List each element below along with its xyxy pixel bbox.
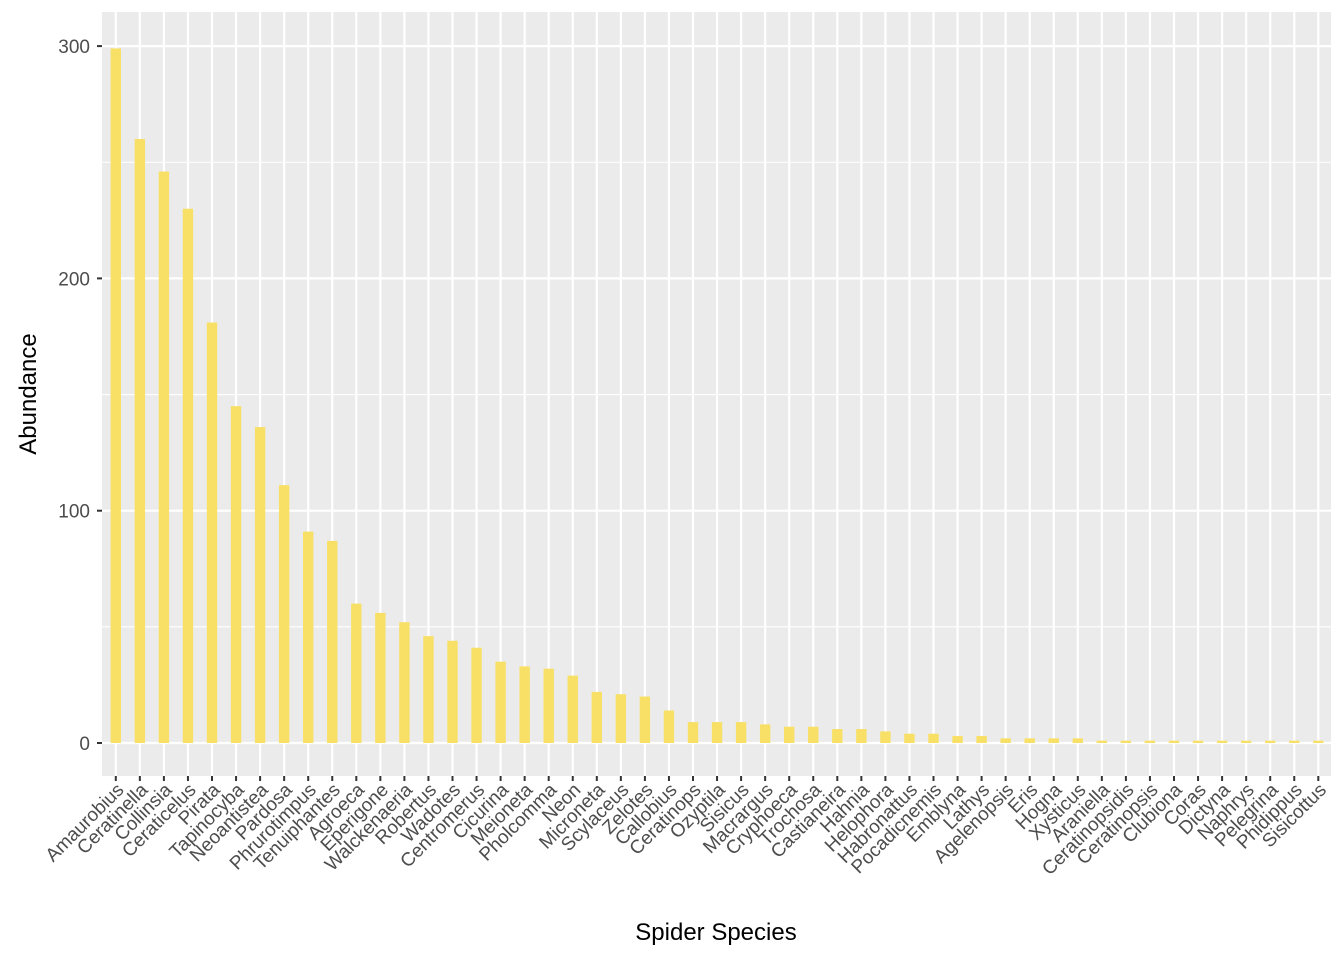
- bar-scylaceus: [615, 694, 627, 743]
- bar-naphrys: [1240, 740, 1252, 743]
- bar-eperigone: [375, 612, 386, 743]
- bar-araniella: [1096, 740, 1108, 743]
- y-axis-title: Abundance: [15, 333, 42, 454]
- bar-zelotes: [639, 696, 651, 743]
- bar-clubiona: [1168, 740, 1180, 743]
- bar-ceratinella: [134, 139, 146, 743]
- bar-robertus: [423, 636, 434, 743]
- x-axis-title: Spider Species: [635, 919, 796, 946]
- bar-collinsia: [158, 171, 170, 744]
- bar-sisicottus: [1313, 740, 1324, 743]
- bar-microneta: [591, 691, 602, 743]
- bar-pardosa: [278, 485, 290, 743]
- bar-trochosa: [808, 726, 819, 743]
- bar-ozyptila: [711, 722, 723, 743]
- bar-emblyna: [952, 736, 963, 743]
- bar-coras: [1192, 740, 1204, 743]
- x-axis: AmaurobiusCeratinellaCollinsiaCeraticelu…: [42, 776, 1331, 880]
- bar-sisicus: [735, 722, 747, 743]
- bar-wadotes: [447, 640, 458, 743]
- bar-helophora: [880, 731, 891, 743]
- bar-agelenopsis: [1000, 738, 1011, 743]
- y-tick-label: 0: [79, 734, 90, 755]
- bar-cryphoeca: [784, 726, 795, 743]
- bar-ceratinops: [687, 722, 699, 743]
- y-tick-label: 200: [58, 269, 90, 290]
- bar-hahnia: [856, 729, 867, 743]
- bar-centromerus: [471, 647, 482, 743]
- bar-macrargus: [759, 724, 771, 743]
- bar-pelegrina: [1265, 740, 1276, 743]
- bar-pholcomma: [543, 668, 554, 743]
- bar-neoantistea: [254, 427, 266, 743]
- bar-tenuiphantes: [327, 540, 338, 743]
- bar-ceratinopsis: [1144, 740, 1156, 743]
- y-axis: 0 100 200 300: [58, 37, 102, 755]
- bar-xysticus: [1072, 738, 1083, 743]
- bar-tapinocyba: [230, 406, 242, 743]
- bar-ceratinopsidis: [1120, 740, 1132, 743]
- bar-cicurina: [495, 661, 506, 743]
- bar-hogna: [1048, 738, 1059, 743]
- bar-phrurotimpus: [303, 531, 314, 743]
- bar-castianeira: [832, 729, 843, 743]
- bar-walckenaeria: [399, 622, 410, 743]
- y-tick-label: 100: [58, 502, 90, 523]
- bar-callobius: [663, 710, 675, 743]
- bar-lathys: [976, 736, 987, 743]
- bar-amaurobius: [110, 48, 121, 744]
- bar-dictyna: [1216, 740, 1228, 743]
- bar-ceraticelus: [182, 208, 194, 743]
- bar-phidippus: [1289, 740, 1300, 743]
- bar-agroeca: [351, 603, 362, 743]
- y-tick-label: 300: [58, 37, 90, 58]
- bar-pirata: [206, 322, 218, 743]
- bars: [110, 48, 1324, 744]
- bar-neon: [567, 675, 578, 743]
- bar-pocadicnemis: [928, 733, 939, 743]
- bar-meioneta: [519, 666, 530, 743]
- bar-habronattus: [904, 733, 915, 743]
- bar-eris: [1024, 738, 1035, 743]
